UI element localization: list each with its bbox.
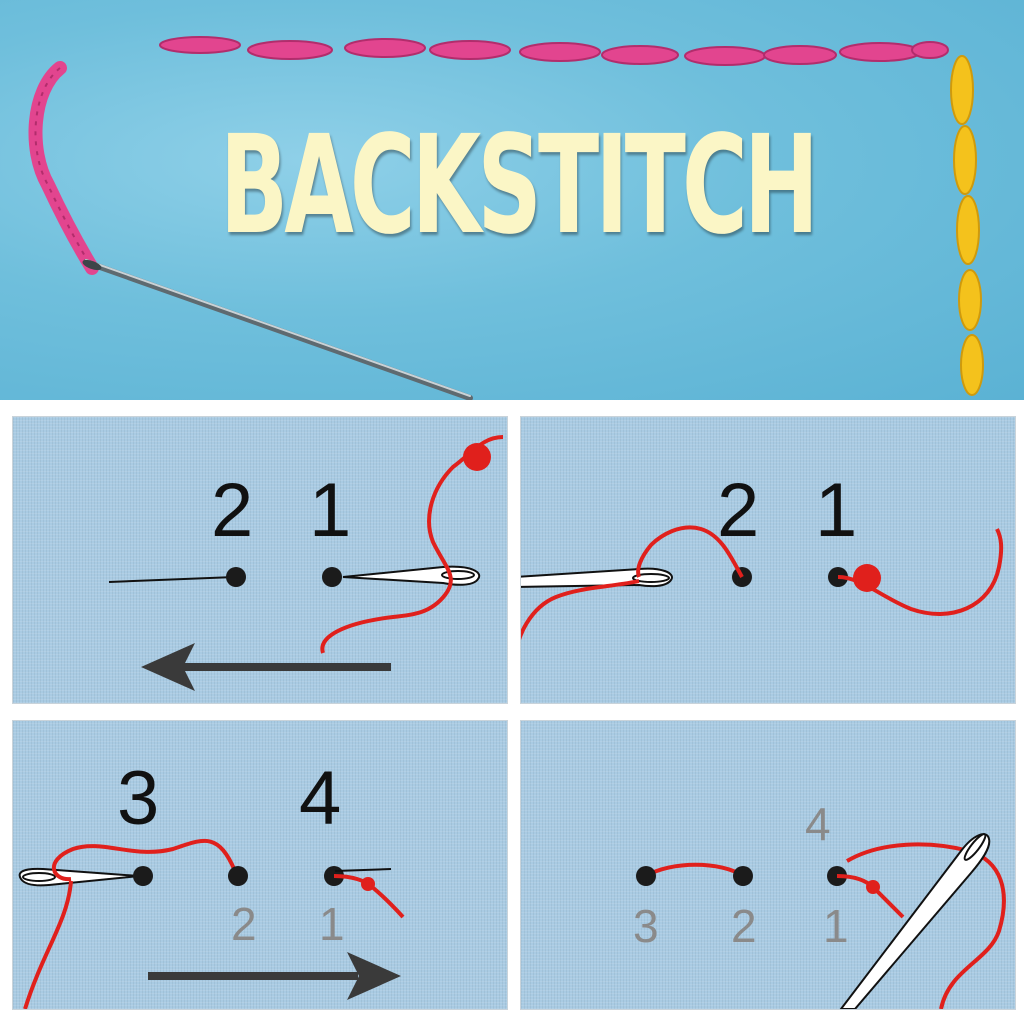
hole-dot-icon (133, 866, 153, 886)
thread (51, 838, 237, 882)
sub-label-2: 2 (231, 898, 257, 950)
step-1-panel: 2 1 (12, 416, 508, 704)
step-2-panel: 2 1 (520, 416, 1016, 704)
hero-photo: BACKSTITCH (0, 0, 1024, 400)
thread (636, 525, 744, 578)
needle-icon (839, 833, 991, 1009)
sub-label-2: 2 (731, 900, 757, 952)
label-2: 2 (211, 468, 254, 553)
step-4-diagram (636, 833, 1006, 1009)
needle-icon (521, 567, 673, 588)
hole-dot-icon (636, 866, 656, 886)
pink-stitches (159, 36, 949, 66)
thread-knot-icon (463, 443, 491, 471)
page-title: BACKSTITCH (219, 107, 819, 265)
thread (521, 579, 640, 641)
thread (845, 842, 1006, 1009)
sub-label-3: 3 (633, 900, 659, 952)
step-3-diagram (18, 838, 405, 1009)
hole-dot-icon (226, 567, 246, 587)
thread (23, 880, 73, 1009)
label-2: 2 (717, 468, 760, 553)
needle-icon (18, 867, 140, 887)
hole-dot-icon (733, 866, 753, 886)
stitch-3-2 (644, 862, 745, 878)
thread-knot-icon (853, 564, 881, 592)
needle-icon (342, 565, 481, 586)
thread-knot-icon (866, 880, 880, 894)
step-2-diagram (521, 525, 1004, 641)
arrow-left-icon (141, 643, 391, 691)
embroidery-photo (28, 36, 984, 400)
pink-thread (28, 61, 99, 275)
hole-dot-icon (228, 866, 248, 886)
label-1: 1 (815, 468, 858, 553)
label-4: 4 (805, 798, 831, 850)
sub-label-1: 1 (319, 898, 345, 950)
thread-knot-icon (361, 877, 375, 891)
thread (320, 435, 504, 654)
sub-label-1: 1 (823, 900, 849, 952)
label-3: 3 (117, 756, 160, 841)
hole-dot-icon (322, 567, 342, 587)
step-1-diagram (108, 435, 504, 691)
step-3-panel: 3 4 2 1 (12, 720, 508, 1010)
needle-icon (82, 259, 473, 400)
label-1: 1 (309, 468, 352, 553)
arrow-right-icon (148, 952, 401, 1000)
yellow-stitches (950, 55, 984, 396)
step-4-panel: 4 3 2 1 (520, 720, 1016, 1010)
label-4: 4 (299, 756, 342, 841)
needle-tip (108, 576, 236, 583)
